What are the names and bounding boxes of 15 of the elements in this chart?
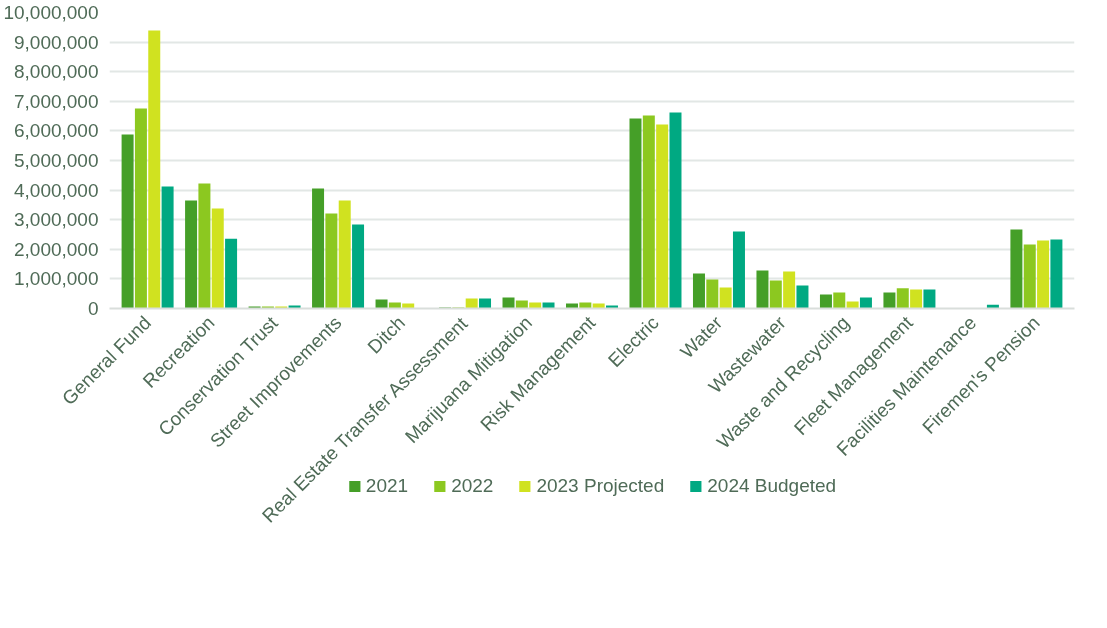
legend-label: 2024 Budgeted — [707, 475, 837, 497]
y-tick-label: 3,000,000 — [13, 209, 99, 231]
y-tick-label: 5,000,000 — [13, 150, 99, 171]
y-tick-label: 7,000,000 — [13, 90, 99, 112]
y-tick-label: 6,000,000 — [13, 120, 99, 142]
legend-label: 2021 — [365, 475, 409, 497]
y-tick-label: 10,000,000 — [3, 2, 99, 23]
y-tick-label: 4,000,000 — [13, 179, 99, 201]
y-tick-label: 2,000,000 — [13, 238, 99, 260]
legend-label: 2022 — [451, 475, 494, 497]
y-tick-label: 9,000,000 — [13, 31, 99, 53]
y-tick-label: 8,000,000 — [13, 61, 99, 83]
y-tick-label: 1,000,000 — [13, 268, 99, 290]
y-tick-label: 0 — [87, 298, 99, 319]
legend-label: 2023 Projected — [536, 475, 665, 497]
